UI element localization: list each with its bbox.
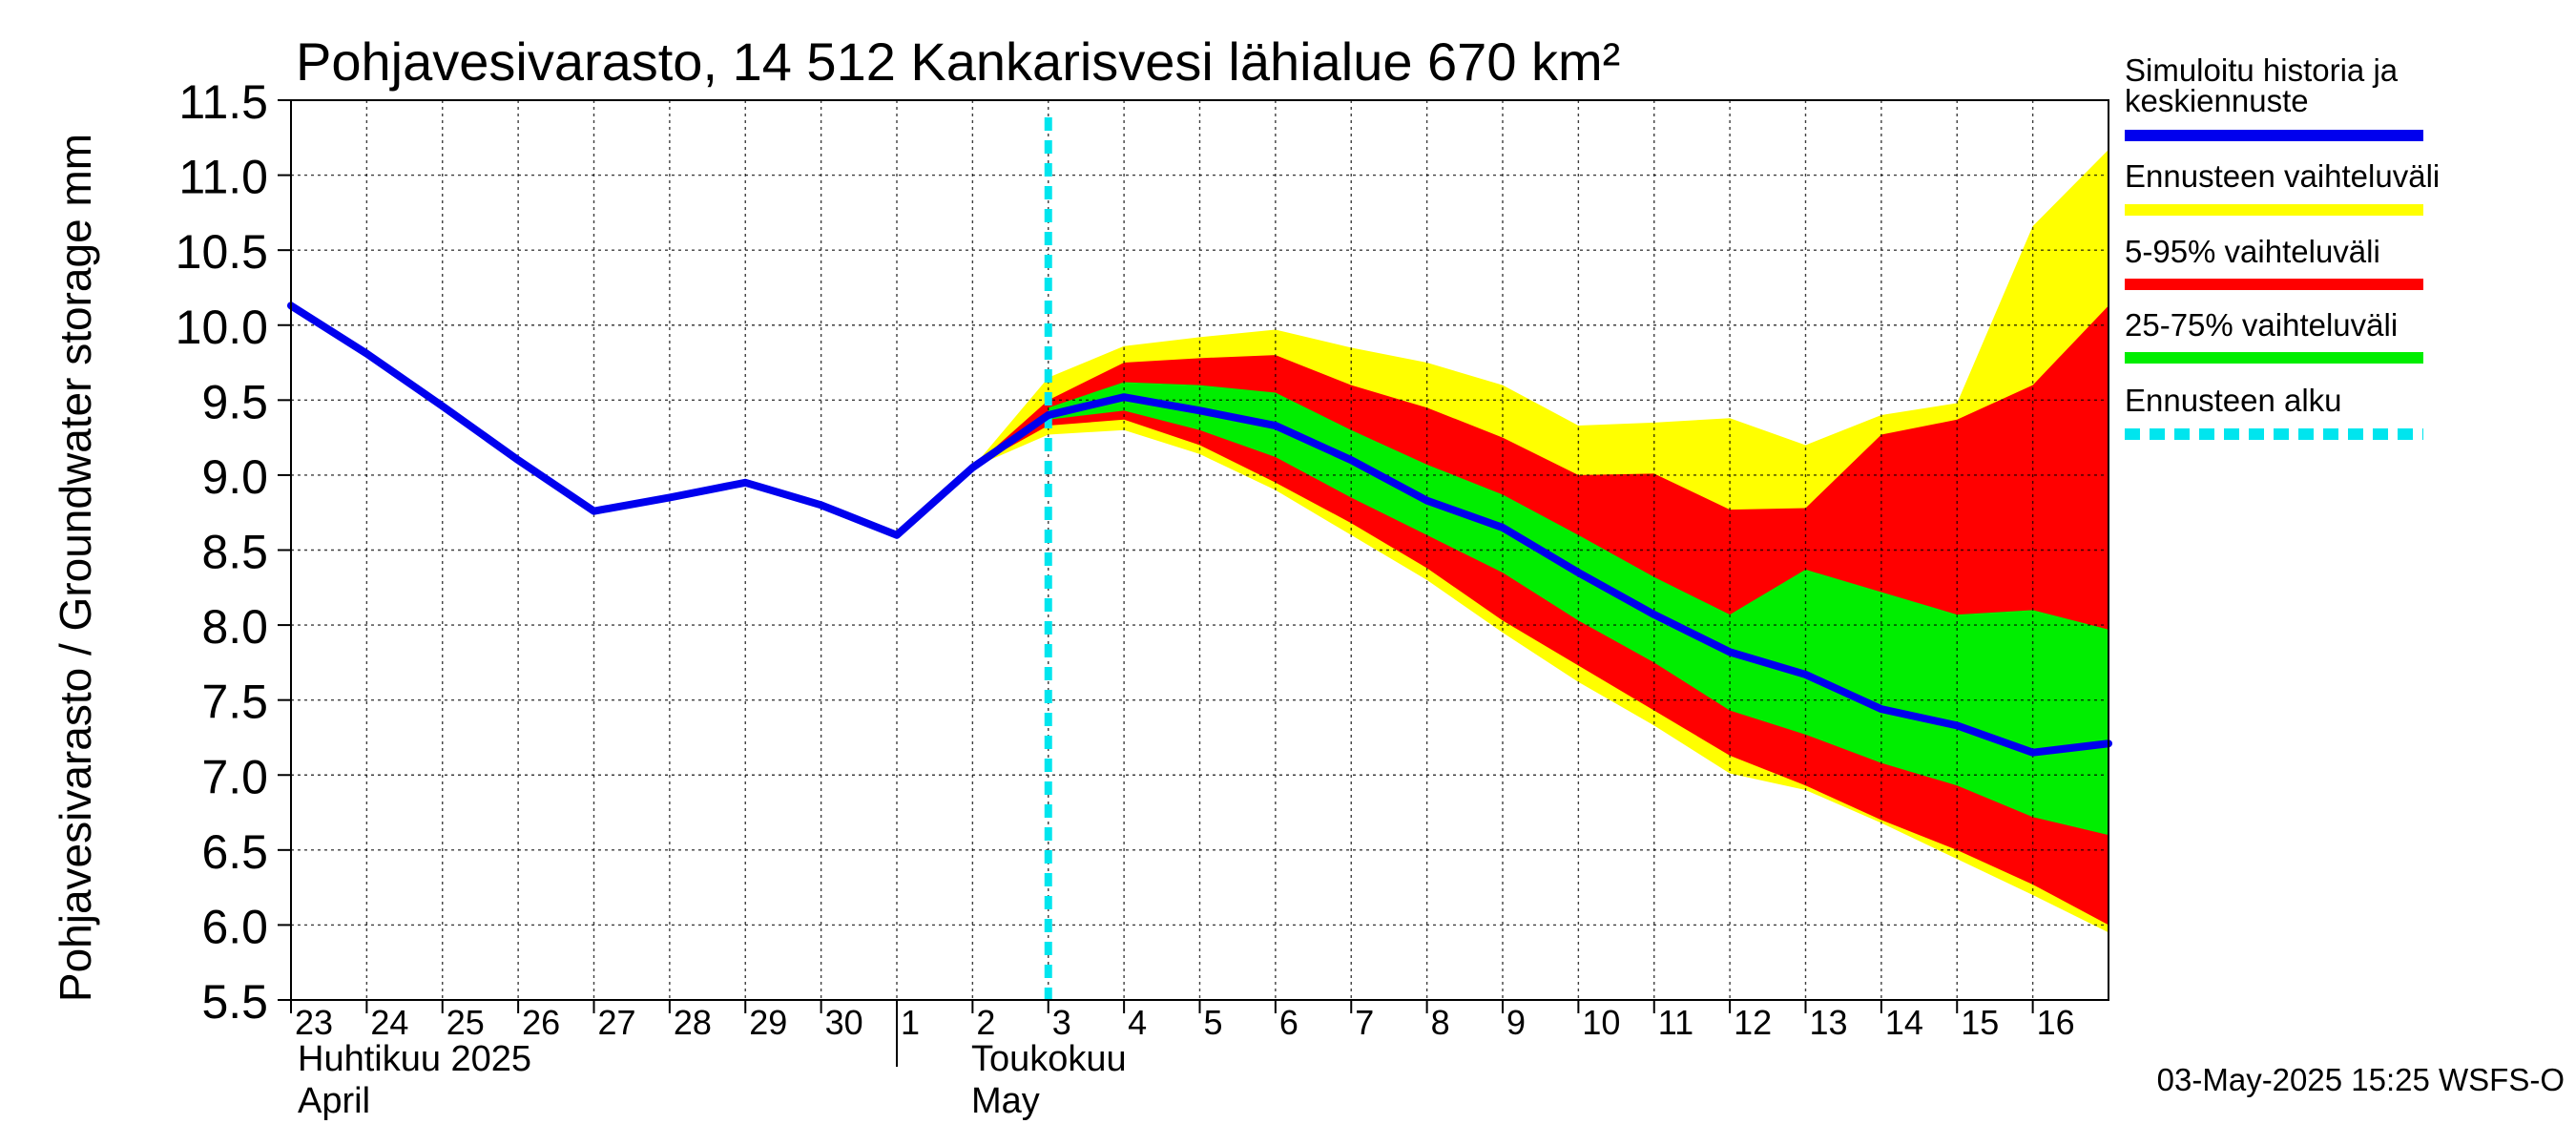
y-tick-label: 11.5 — [178, 75, 268, 129]
y-tick-label: 7.0 — [201, 750, 268, 803]
footer-timestamp: 03-May-2025 15:25 WSFS-O — [2157, 1062, 2565, 1097]
x-tick-label: 29 — [749, 1003, 787, 1042]
x-tick-label: 3 — [1052, 1003, 1071, 1042]
x-tick-label: 27 — [598, 1003, 636, 1042]
grid-lines — [291, 100, 2109, 1000]
x-tick-label: 6 — [1279, 1003, 1298, 1042]
y-tick-label: 8.5 — [201, 526, 268, 579]
x-tick-label: 4 — [1128, 1003, 1147, 1042]
legend-label: Ennusteen vaihteluväli — [2125, 158, 2440, 194]
legend-label: keskiennuste — [2125, 83, 2309, 118]
x-tick-label: 28 — [674, 1003, 712, 1042]
x-tick-label: 10 — [1582, 1003, 1620, 1042]
x-tick-label: 24 — [370, 1003, 408, 1042]
x-tick-label: 9 — [1506, 1003, 1526, 1042]
x-tick-label: 30 — [825, 1003, 863, 1042]
y-tick-label: 10.5 — [176, 225, 268, 279]
chart-title: Pohjavesivarasto, 14 512 Kankarisvesi lä… — [296, 31, 1620, 92]
month-label-may-line2: May — [971, 1081, 1040, 1121]
x-tick-label: 13 — [1810, 1003, 1848, 1042]
x-tick-label: 15 — [1961, 1003, 1999, 1042]
y-tick-label: 10.0 — [176, 301, 268, 354]
axes — [278, 99, 2109, 1067]
month-label-april-line1: Huhtikuu 2025 — [298, 1039, 531, 1079]
x-tick-label: 14 — [1885, 1003, 1923, 1042]
x-tick-label: 26 — [522, 1003, 560, 1042]
y-tick-label: 6.0 — [201, 900, 268, 953]
y-tick-label: 6.5 — [201, 825, 268, 879]
y-tick-label: 9.0 — [201, 450, 268, 504]
x-tick-label: 2 — [976, 1003, 995, 1042]
y-tick-label: 8.0 — [201, 600, 268, 654]
x-tick-label: 1 — [901, 1003, 920, 1042]
x-tick-label: 8 — [1431, 1003, 1450, 1042]
band-2 — [972, 305, 2109, 926]
y-tick-label: 5.5 — [201, 975, 268, 1029]
x-tick-label: 5 — [1204, 1003, 1223, 1042]
month-label-april-line2: April — [298, 1081, 370, 1121]
series-lines — [287, 117, 2112, 1000]
x-tick-labels: 23 24 25 26 27 28 29 30 1 2 3 4 5 6 7 8 9 10 11 12 13 14 15 16 — [295, 1003, 2075, 1042]
y-tick-label: 7.5 — [201, 676, 268, 729]
x-tick-label: 11 — [1658, 1003, 1693, 1042]
legend-label: 5-95% vaihteluväli — [2125, 234, 2380, 269]
legend-label: Ennusteen alku — [2125, 383, 2342, 418]
y-tick-label: 9.5 — [201, 375, 268, 428]
legend-label: 25-75% vaihteluväli — [2125, 307, 2398, 343]
x-tick-label: 12 — [1734, 1003, 1772, 1042]
x-tick-label: 25 — [447, 1003, 485, 1042]
x-tick-label: 16 — [2037, 1003, 2075, 1042]
month-label-may-line1: Toukokuu — [971, 1039, 1127, 1079]
x-tick-label: 7 — [1355, 1003, 1374, 1042]
y-tick-label: 11.0 — [178, 151, 268, 204]
x-tick-label: 23 — [295, 1003, 333, 1042]
legend-label: Simuloitu historia ja — [2125, 52, 2399, 88]
history-line — [287, 302, 1052, 539]
median-forecast-line — [1044, 393, 2112, 757]
y-axis-label: Pohjavesivarasto / Groundwater storage m… — [51, 134, 100, 1002]
y-tick-labels: 5.5 6.0 6.5 7.0 7.5 8.0 8.5 9.0 9.5 10.0 10.5 11.0 1… — [176, 75, 268, 1029]
